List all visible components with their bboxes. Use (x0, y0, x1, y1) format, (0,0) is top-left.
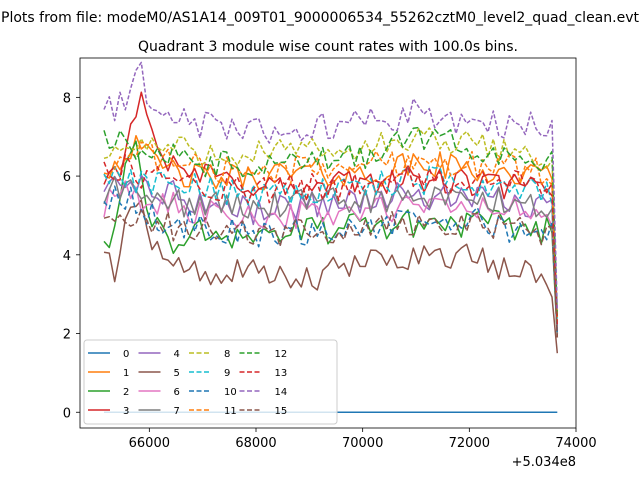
x-offset-label: +5.034e8 (512, 455, 576, 470)
legend-label-3: 3 (123, 406, 129, 417)
x-tick-label: 70000 (342, 436, 383, 451)
legend-label-6: 6 (174, 387, 180, 398)
series-line-2 (103, 140, 559, 338)
y-tick-label: 8 (63, 91, 71, 106)
legend-label-10: 10 (224, 387, 237, 398)
series-line-5 (103, 199, 559, 354)
series-line-4 (103, 174, 559, 334)
plot-frame (79, 57, 577, 429)
series-line-9 (103, 165, 559, 326)
legend-label-11: 11 (224, 406, 237, 417)
series-line-8 (103, 127, 559, 318)
y-tick-label: 6 (63, 170, 71, 185)
y-tick-label: 4 (63, 249, 71, 264)
legend-label-0: 0 (123, 349, 129, 360)
series-line-6 (103, 180, 559, 330)
series-line-13 (103, 154, 559, 326)
series-line-15 (103, 208, 559, 338)
legend-label-7: 7 (174, 406, 180, 417)
legend-label-8: 8 (224, 349, 230, 360)
legend-label-15: 15 (275, 406, 288, 417)
legend-label-4: 4 (174, 349, 180, 360)
figure-suptitle: Plots from file: modeM0/AS1A14_009T01_90… (1, 10, 639, 26)
legend-label-1: 1 (123, 368, 129, 379)
y-tick-label: 2 (63, 328, 71, 343)
legend-label-12: 12 (275, 349, 288, 360)
legend-label-9: 9 (224, 368, 230, 379)
y-tick-label: 0 (63, 406, 71, 421)
series-line-10 (103, 185, 559, 334)
legend-label-14: 14 (275, 387, 288, 398)
axis-ticks: 66000 68000 70000 72000 74000 0 2 4 6 8 (63, 91, 597, 451)
legend-label-2: 2 (123, 387, 129, 398)
x-tick-label: 74000 (555, 436, 596, 451)
series-line-7 (103, 175, 559, 334)
legend-frame (83, 339, 338, 425)
series-line-11 (103, 141, 559, 322)
series-line-14 (103, 61, 559, 310)
legend-label-13: 13 (275, 368, 288, 379)
chart-title: Quadrant 3 module wise count rates with … (138, 39, 518, 55)
x-tick-label: 68000 (235, 436, 276, 451)
x-tick-label: 66000 (129, 436, 170, 451)
legend-label-5: 5 (174, 368, 180, 379)
series-line-12 (103, 126, 559, 318)
x-tick-label: 72000 (449, 436, 490, 451)
series-layer (103, 61, 559, 414)
